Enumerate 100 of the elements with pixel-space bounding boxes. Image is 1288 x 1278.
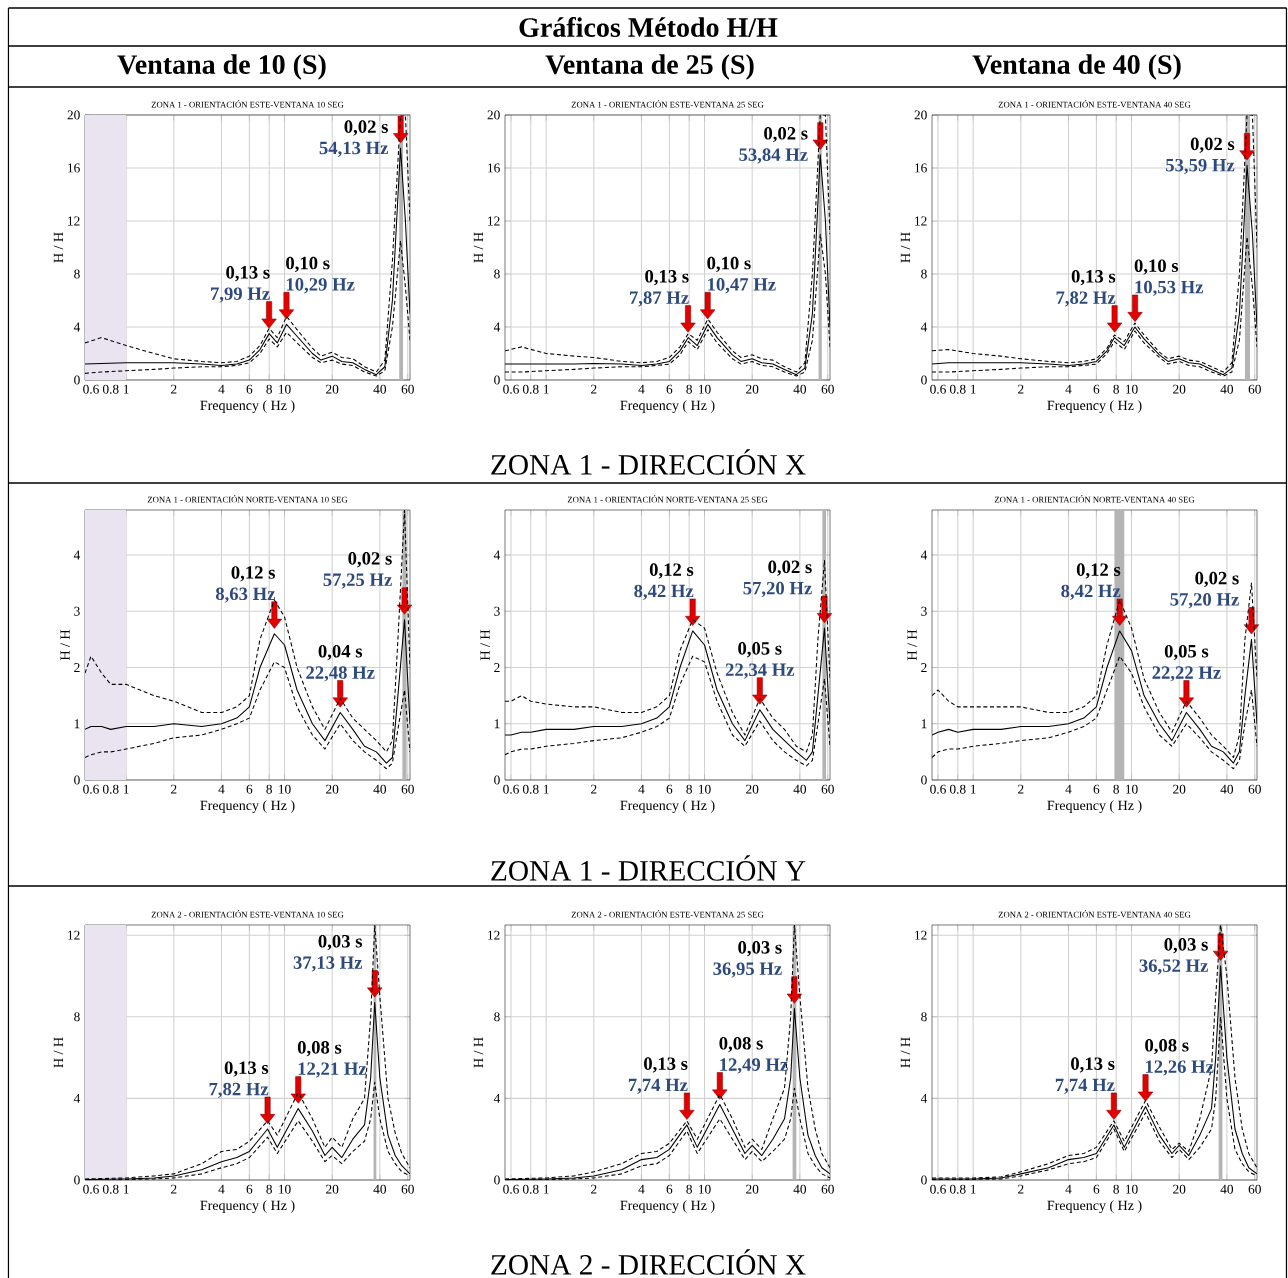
y-tick-label: 12 [915, 216, 927, 226]
text: Ventana de 40 (S) [972, 54, 1181, 80]
x-tick-label: 2 [1018, 384, 1024, 394]
chart-title: ZONA 1 - ORIENTACIÓN NORTE-VENTANA 25 SEG [567, 495, 768, 503]
y-tick-label: 1 [494, 719, 500, 729]
annotation: 0,02 s [344, 120, 388, 136]
x-tick-label: 20 [1173, 1184, 1186, 1194]
x-tick-label: 20 [746, 784, 759, 794]
annotation: 0,02 s [768, 560, 812, 576]
y-tick-label: 1 [921, 719, 927, 729]
chart-title: ZONA 2 - ORIENTACIÓN ESTE-VENTANA 40 SEG [998, 910, 1191, 918]
x-tick-label: 60 [1248, 1184, 1261, 1194]
y-tick-label: 0 [74, 1175, 80, 1185]
y-tick-label: 0 [74, 375, 80, 385]
x-axis-title: Frequency ( Hz ) [620, 1200, 715, 1213]
text: Ventana de 25 (S) [545, 54, 754, 80]
x-tick-label: 6 [666, 384, 673, 394]
x-tick-label: 0.6 [503, 384, 519, 394]
text: Gráficos Método H/H [519, 16, 778, 37]
x-axis-title: Frequency ( Hz ) [1047, 400, 1142, 413]
annotation: 10,29 Hz [286, 278, 355, 294]
annotation: 0,12 s [649, 563, 694, 579]
annotation: 0,10 s [286, 256, 330, 273]
y-tick-label: 0 [494, 775, 500, 785]
x-tick-label: 0.6 [83, 384, 99, 394]
x-tick-label: 6 [1093, 1184, 1100, 1194]
x-tick-label: 20 [326, 1184, 339, 1194]
x-tick-label: 10 [1126, 784, 1138, 794]
x-tick-label: 2 [591, 1184, 597, 1194]
x-tick-label: 40 [793, 784, 807, 794]
annotation: 0,05 s [738, 642, 782, 658]
x-tick-label: 1 [123, 384, 129, 394]
annotation: 0,03 s [738, 941, 782, 957]
x-tick-label: 60 [821, 1184, 834, 1194]
annotation: 22,48 Hz [306, 666, 375, 682]
y-tick-label: 4 [73, 1094, 81, 1103]
chart-title: ZONA 2 - ORIENTACIÓN ESTE-VENTANA 10 SEG [151, 910, 344, 918]
y-tick-label: 16 [915, 163, 927, 173]
annotation: 0,10 s [1134, 259, 1179, 275]
x-tick-label: 1 [123, 1184, 129, 1194]
annotation: 0,13 s [226, 266, 270, 282]
y-tick-label: 4 [920, 322, 928, 332]
x-tick-label: 40 [373, 384, 387, 394]
y-tick-label: 4 [73, 322, 81, 332]
y-tick-label: 8 [74, 1012, 80, 1022]
y-tick-label: 8 [494, 269, 500, 279]
annotation: 0,02 s [1190, 137, 1235, 153]
text: ZONA 2 - DIRECCIÓN X [491, 1249, 806, 1275]
x-tick-label: 20 [746, 384, 759, 394]
x-tick-label: 4 [1065, 1184, 1072, 1194]
x-tick-label: 4 [1065, 784, 1072, 794]
chart-title: ZONA 1 - ORIENTACIÓN ESTE-VENTANA 10 SEG [151, 100, 344, 108]
annotation: 0,02 s [348, 552, 392, 568]
y-axis-title: H / H [900, 232, 911, 263]
y-tick-label: 4 [493, 550, 501, 560]
x-tick-label: 10 [699, 784, 711, 794]
x-tick-label: 40 [793, 384, 807, 394]
annotation: 7,74 Hz [1055, 1078, 1115, 1094]
x-tick-label: 60 [1248, 784, 1261, 794]
x-tick-label: 2 [591, 784, 597, 794]
y-axis-title: H / H [473, 232, 484, 263]
annotation: 53,59 Hz [1166, 158, 1235, 175]
annotation: 22,22 Hz [1152, 666, 1221, 682]
y-tick-label: 3 [74, 606, 80, 616]
y-axis-title: H / H [53, 1037, 64, 1068]
x-tick-label: 0.8 [522, 1184, 539, 1194]
x-tick-label: 1 [970, 1184, 976, 1194]
annotation: 12,49 Hz [720, 1058, 788, 1074]
annotation: 7,82 Hz [1056, 291, 1116, 307]
text: ZONA 1 - DIRECCIÓN X [491, 449, 806, 475]
x-tick-label: 6 [666, 784, 673, 794]
y-tick-label: 20 [487, 110, 500, 120]
x-axis-title: Frequency ( Hz ) [1047, 800, 1142, 813]
y-tick-label: 20 [914, 110, 927, 120]
x-tick-label: 1 [123, 784, 129, 794]
text: ZONA 1 - DIRECCIÓN Y [491, 855, 806, 881]
x-tick-label: 0.8 [522, 384, 539, 394]
x-tick-label: 2 [1018, 784, 1024, 794]
annotation: 36,95 Hz [713, 962, 782, 978]
y-axis-title: H / H [480, 629, 490, 661]
x-tick-label: 1 [543, 384, 549, 394]
x-tick-label: 8 [1113, 1184, 1120, 1194]
x-tick-label: 10 [699, 384, 711, 394]
x-tick-label: 2 [591, 384, 597, 394]
annotation: 0,08 s [719, 1036, 763, 1053]
x-tick-label: 0.6 [503, 1184, 519, 1194]
x-tick-label: 6 [1093, 784, 1100, 794]
x-tick-label: 10 [279, 1184, 291, 1194]
x-tick-label: 0.8 [522, 784, 539, 794]
y-axis-title: H / H [60, 629, 70, 661]
annotation: 0,12 s [231, 566, 275, 582]
y-tick-label: 0 [74, 775, 80, 785]
annotation: 12,21 Hz [298, 1062, 367, 1078]
x-tick-label: 20 [1173, 384, 1186, 394]
chart-title: ZONA 1 - ORIENTACIÓN ESTE-VENTANA 25 SEG [571, 100, 764, 108]
x-tick-label: 1 [543, 784, 549, 794]
y-tick-label: 2 [494, 663, 500, 672]
x-tick-label: 2 [171, 384, 177, 394]
x-tick-label: 20 [1173, 784, 1186, 794]
x-tick-label: 0.6 [83, 1184, 99, 1194]
